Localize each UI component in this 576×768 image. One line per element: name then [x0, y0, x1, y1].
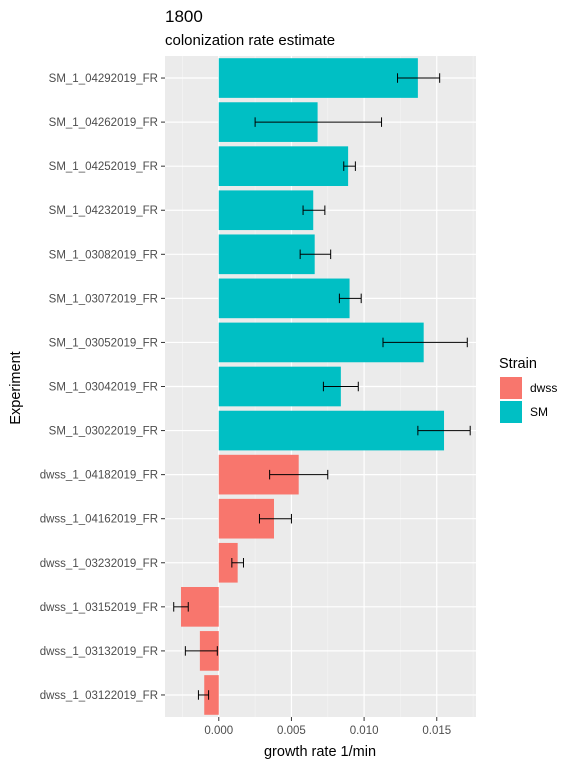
y-tick-label: SM_1_03022019_FR — [49, 426, 158, 438]
chart-subtitle: colonization rate estimate — [165, 32, 335, 49]
bar-SM_1_03022019_FR — [218, 410, 445, 451]
y-tick-label: SM_1_04232019_FR — [49, 205, 158, 217]
x-tick-label: 0.005 — [277, 725, 306, 737]
bar-SM_1_03042019_FR — [218, 366, 341, 407]
error-bar-SM_1_03042019_FR — [322, 381, 359, 392]
y-tick-label: SM_1_03052019_FR — [49, 337, 158, 349]
legend: Strain dwss SM — [499, 356, 557, 423]
bar-SM_1_04252019_FR — [218, 146, 349, 186]
y-tick-label: dwss_1_04182019_FR — [40, 470, 158, 482]
error-bar-SM_1_04292019_FR — [397, 73, 441, 83]
bar-SM_1_04232019_FR — [218, 190, 314, 231]
y-tick-label: SM_1_03042019_FR — [49, 382, 158, 394]
bars-layer — [180, 58, 445, 715]
y-tick-label: dwss_1_03152019_FR — [40, 602, 158, 614]
error-bar-SM_1_04262019_FR — [254, 117, 383, 127]
error-bar-dwss_1_04162019_FR — [258, 513, 292, 524]
error-bar-SM_1_03022019_FR — [417, 425, 471, 436]
legend-key-dwss — [500, 377, 522, 399]
bar-dwss_1_03122019_FR — [204, 675, 219, 715]
y-tick-label: dwss_1_03132019_FR — [40, 646, 158, 658]
legend-key-SM — [500, 401, 522, 423]
x-axis-ticks: 0.000 0.005 0.010 0.015 — [204, 717, 451, 737]
legend-label-dwss: dwss — [530, 381, 557, 395]
x-tick-label: 0.010 — [350, 725, 379, 737]
y-tick-label: dwss_1_03122019_FR — [40, 690, 158, 702]
y-axis-title: Experiment — [8, 351, 24, 424]
error-bar-dwss_1_03152019_FR — [173, 602, 189, 612]
legend-label-SM: SM — [530, 405, 548, 419]
y-tick-label: SM_1_03072019_FR — [49, 293, 158, 305]
bar-dwss_1_03232019_FR — [218, 542, 238, 583]
error-bar-dwss_1_03132019_FR — [184, 646, 218, 656]
x-tick-label: 0.015 — [422, 725, 451, 737]
error-bar-dwss_1_03122019_FR — [197, 690, 210, 700]
y-tick-label: SM_1_04252019_FR — [49, 161, 158, 173]
y-tick-label: dwss_1_04162019_FR — [40, 514, 158, 526]
error-bar-SM_1_03052019_FR — [382, 337, 468, 348]
error-bars-layer — [173, 73, 471, 700]
error-bar-dwss_1_04182019_FR — [269, 469, 329, 480]
y-axis-ticks: SM_1_04292019_FR SM_1_04262019_FR SM_1_042… — [40, 73, 165, 702]
error-bar-SM_1_04232019_FR — [302, 205, 326, 215]
bar-SM_1_04292019_FR — [218, 58, 418, 98]
error-bar-SM_1_03082019_FR — [299, 249, 332, 260]
error-bar-SM_1_04252019_FR — [343, 161, 356, 171]
chart-title: 1800 — [165, 7, 203, 26]
x-axis-title: growth rate 1/min — [264, 744, 376, 760]
error-bar-SM_1_03072019_FR — [338, 293, 362, 304]
bar-SM_1_03072019_FR — [218, 278, 350, 319]
y-tick-label: dwss_1_03232019_FR — [40, 558, 158, 570]
y-tick-label: SM_1_04292019_FR — [49, 73, 158, 85]
error-bar-dwss_1_03232019_FR — [231, 558, 244, 568]
x-tick-label: 0.000 — [204, 725, 233, 737]
bar-SM_1_03082019_FR — [218, 234, 315, 275]
y-tick-label: SM_1_04262019_FR — [49, 117, 158, 129]
y-tick-label: SM_1_03082019_FR — [49, 249, 158, 261]
legend-title: Strain — [499, 356, 537, 372]
